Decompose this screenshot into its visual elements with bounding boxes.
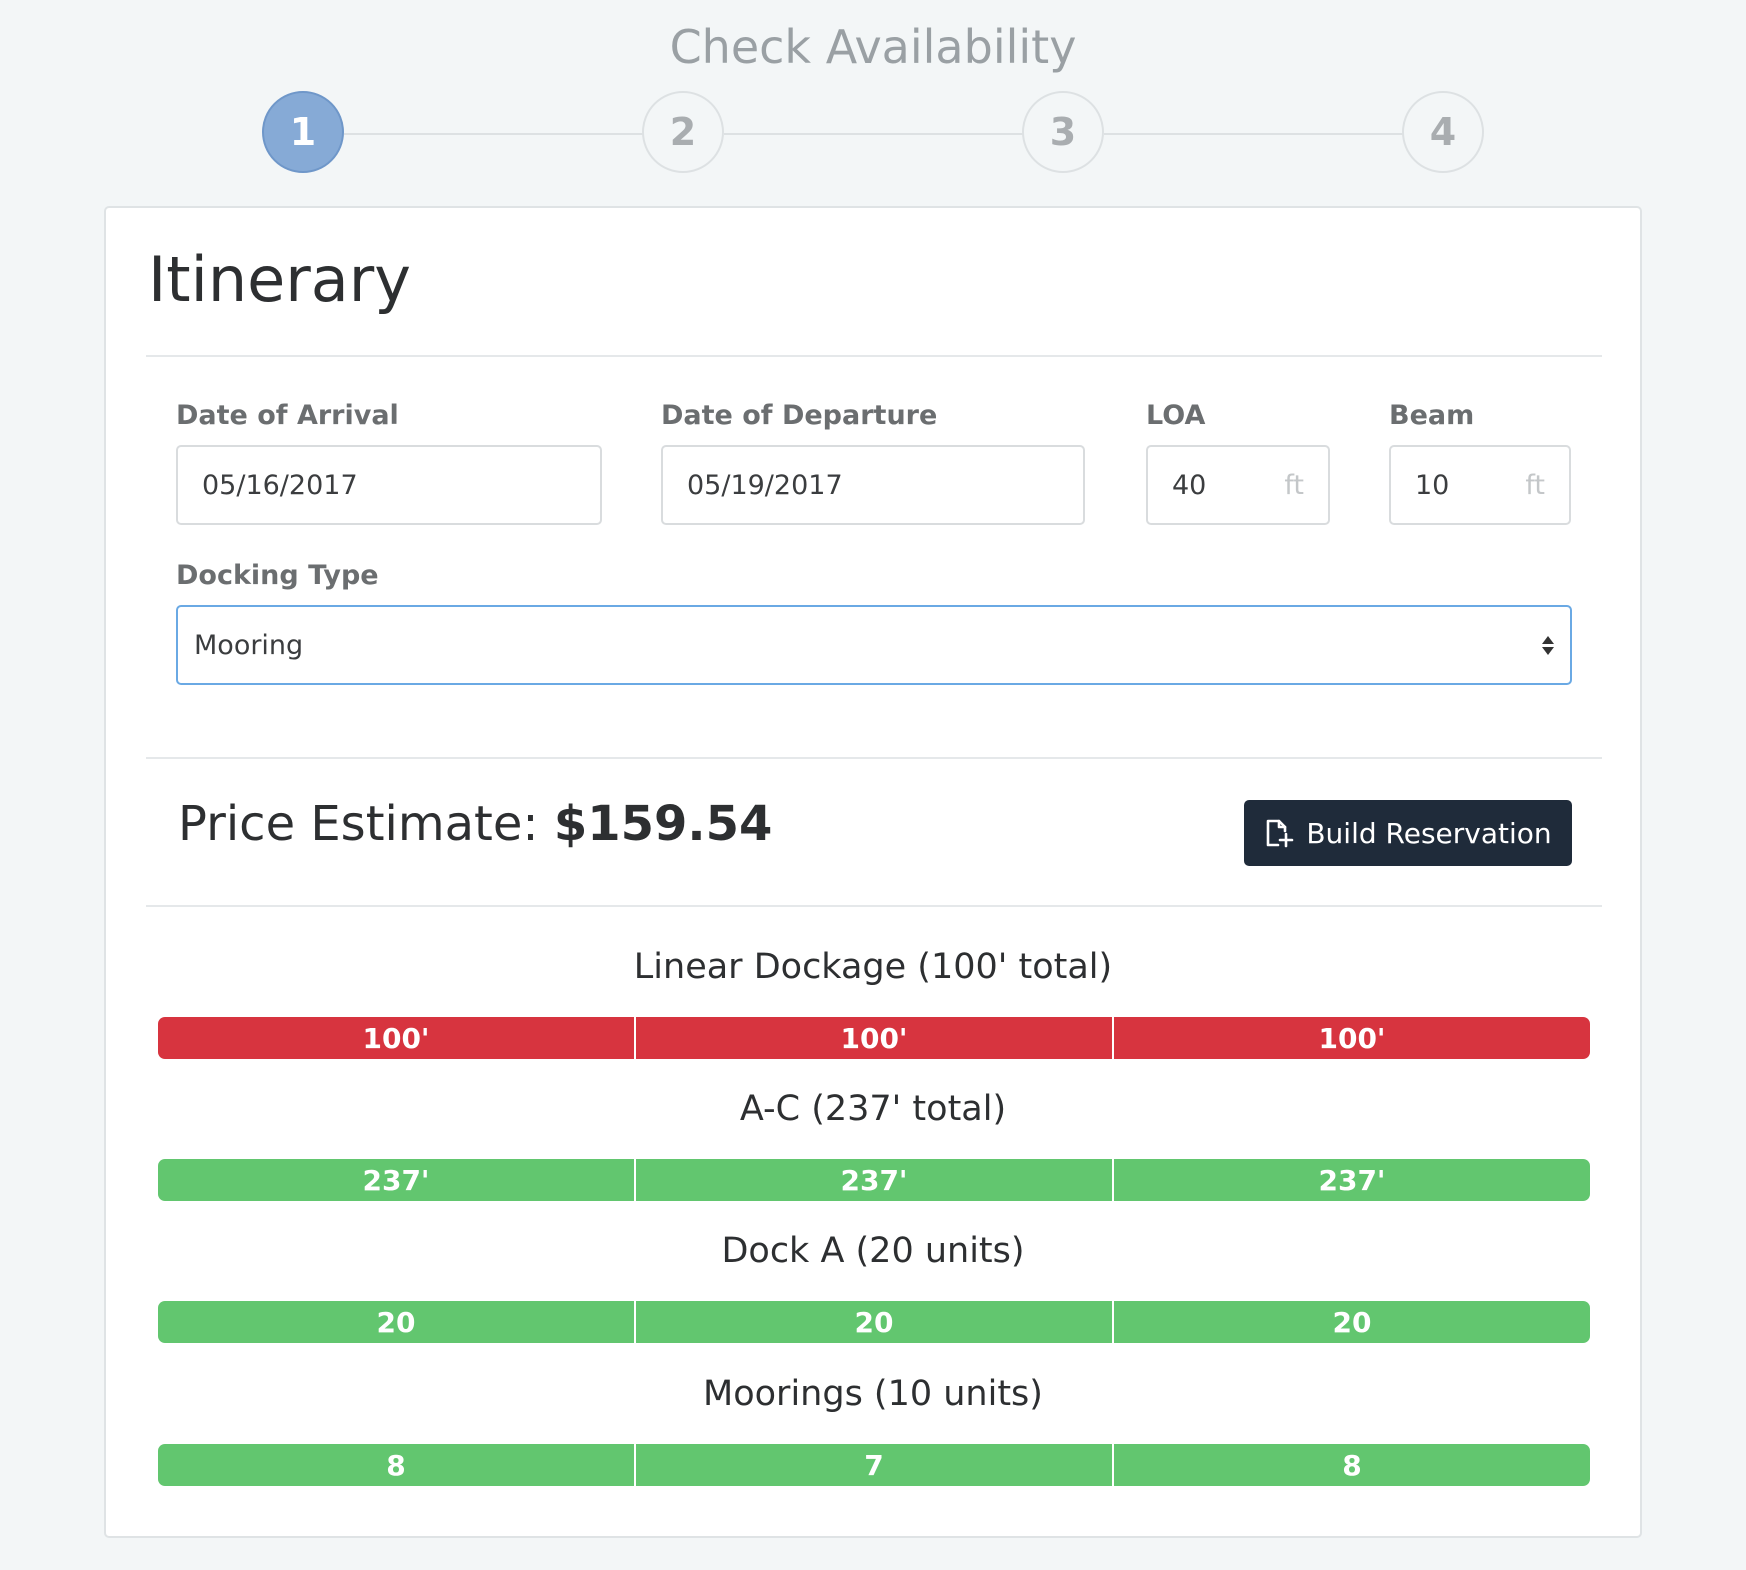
availability-bar: 237' 237' 237' bbox=[158, 1159, 1590, 1201]
loa-unit: ft bbox=[1284, 469, 1304, 501]
docking-type-select[interactable]: Mooring bbox=[176, 605, 1572, 685]
beam-label: Beam bbox=[1389, 400, 1475, 431]
availability-bar: 8 7 8 bbox=[158, 1444, 1590, 1486]
availability-day: 100' bbox=[158, 1017, 634, 1059]
loa-label: LOA bbox=[1146, 400, 1206, 431]
step-3[interactable]: 3 bbox=[1022, 91, 1104, 173]
price-estimate-value: $159.54 bbox=[553, 796, 773, 852]
availability-day: 237' bbox=[634, 1159, 1112, 1201]
step-4[interactable]: 4 bbox=[1402, 91, 1484, 173]
arrival-date-input[interactable]: 05/16/2017 bbox=[176, 445, 602, 525]
departure-date-value: 05/19/2017 bbox=[687, 469, 843, 501]
page-title: Check Availability bbox=[669, 20, 1077, 74]
beam-unit: ft bbox=[1525, 469, 1545, 501]
beam-input[interactable]: 10 ft bbox=[1389, 445, 1571, 525]
availability-title: Linear Dockage (100' total) bbox=[633, 947, 1113, 987]
availability-day: 237' bbox=[1112, 1159, 1590, 1201]
step-connector bbox=[344, 133, 644, 135]
availability-day: 8 bbox=[158, 1444, 634, 1486]
departure-date-input[interactable]: 05/19/2017 bbox=[661, 445, 1085, 525]
divider bbox=[146, 355, 1602, 357]
select-arrows-icon bbox=[1542, 635, 1554, 655]
availability-day: 7 bbox=[634, 1444, 1112, 1486]
price-estimate-label: Price Estimate: bbox=[178, 796, 539, 852]
itinerary-title: Itinerary bbox=[148, 243, 411, 316]
itinerary-card: Itinerary Date of Arrival 05/16/2017 Dat… bbox=[104, 206, 1642, 1538]
availability-day: 20 bbox=[1112, 1301, 1590, 1343]
availability-day: 8 bbox=[1112, 1444, 1590, 1486]
availability-title: A-C (237' total) bbox=[739, 1089, 1007, 1129]
availability-bar: 100' 100' 100' bbox=[158, 1017, 1590, 1059]
docking-type-value: Mooring bbox=[194, 629, 304, 661]
availability-day: 100' bbox=[634, 1017, 1112, 1059]
step-1[interactable]: 1 bbox=[262, 91, 344, 173]
arrival-label: Date of Arrival bbox=[176, 400, 399, 431]
file-plus-icon bbox=[1264, 818, 1294, 848]
availability-day: 237' bbox=[158, 1159, 634, 1201]
availability-day: 100' bbox=[1112, 1017, 1590, 1059]
price-estimate: Price Estimate: $159.54 bbox=[178, 794, 772, 854]
build-reservation-button[interactable]: Build Reservation bbox=[1244, 800, 1572, 866]
step-connector bbox=[1104, 133, 1404, 135]
departure-label: Date of Departure bbox=[661, 400, 938, 431]
beam-value: 10 bbox=[1415, 469, 1450, 501]
arrival-date-value: 05/16/2017 bbox=[202, 469, 358, 501]
divider bbox=[146, 905, 1602, 907]
build-reservation-label: Build Reservation bbox=[1306, 816, 1552, 850]
progress-stepper: 1 2 3 4 bbox=[0, 91, 1746, 177]
loa-input[interactable]: 40 ft bbox=[1146, 445, 1330, 525]
availability-title: Moorings (10 units) bbox=[703, 1374, 1043, 1414]
step-2[interactable]: 2 bbox=[642, 91, 724, 173]
availability-day: 20 bbox=[158, 1301, 634, 1343]
divider bbox=[146, 757, 1602, 759]
availability-day: 20 bbox=[634, 1301, 1112, 1343]
availability-title: Dock A (20 units) bbox=[721, 1231, 1025, 1271]
docking-type-label: Docking Type bbox=[176, 560, 379, 591]
availability-bar: 20 20 20 bbox=[158, 1301, 1590, 1343]
step-connector bbox=[724, 133, 1024, 135]
loa-value: 40 bbox=[1172, 469, 1207, 501]
